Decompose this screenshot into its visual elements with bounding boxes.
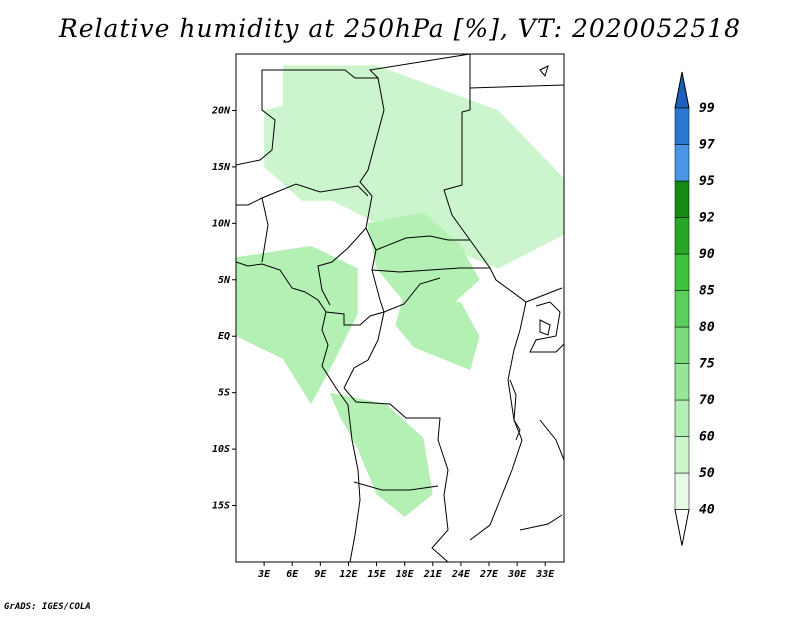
colorbar-segment (674, 217, 690, 255)
border-line (539, 419, 564, 461)
colorbar-segment (674, 144, 690, 182)
colorbar-label: 40 (699, 503, 715, 518)
border-line (469, 84, 564, 89)
coastline (539, 65, 549, 78)
lat-tick-label: 20N (211, 105, 231, 116)
border-line (371, 267, 490, 273)
lat-tick-label: EQ (218, 331, 230, 342)
humidity-region-4 (395, 291, 480, 371)
colorbar-label: 85 (699, 284, 715, 299)
humidity-region-3 (367, 212, 480, 314)
colorbar-label: 90 (699, 247, 715, 262)
colorbar-label: 50 (699, 466, 715, 481)
border-line (261, 183, 369, 199)
border-line (236, 54, 471, 166)
lon-tick-label: 15E (368, 569, 387, 580)
colorbar-segment (674, 107, 690, 145)
humidity-region-5 (264, 87, 368, 201)
country-borders (236, 54, 564, 562)
colorbar-segment (674, 363, 690, 401)
colorbar-top-arrow (674, 71, 690, 109)
lat-tick-label: 15S (212, 501, 230, 512)
lon-tick-label: 6E (286, 569, 299, 580)
border-line (519, 514, 563, 531)
map-frame (235, 53, 565, 563)
humidity-region-1 (236, 245, 358, 404)
coastline (236, 261, 361, 562)
latitude-axis: 20N 15N 10N 5N EQ 5S 10S 15S (211, 105, 236, 512)
lat-tick-label: 15N (212, 162, 231, 173)
colorbar-segment (674, 253, 690, 291)
grads-credit: GrADS: IGES/COLA (4, 602, 91, 612)
colorbar-label: 99 (699, 101, 715, 116)
border-line (325, 311, 385, 326)
map-title: Relative humidity at 250hPa [%], VT: 202… (58, 14, 742, 43)
lake-outline (539, 319, 551, 336)
colorbar-label: 60 (699, 430, 715, 445)
colorbar-segment (674, 436, 690, 474)
border-line (469, 301, 527, 541)
border-line (375, 235, 470, 251)
lon-tick-label: 33E (535, 569, 555, 580)
humidity-region-2 (329, 392, 433, 517)
colorbar-segment (674, 290, 690, 328)
colorbar-label: 92 (699, 211, 715, 226)
lon-tick-label: 27E (479, 569, 499, 580)
lat-tick-label: 5S (218, 388, 230, 399)
colorbar-bottom-arrow (674, 509, 690, 546)
border-line (353, 481, 439, 491)
humidity-fill-layer (236, 65, 564, 517)
lat-tick-label: 10S (212, 444, 230, 455)
lon-tick-label: 12E (339, 569, 358, 580)
border-line (443, 54, 563, 303)
border-line (383, 277, 441, 313)
lake-outline (509, 379, 521, 441)
border-line (317, 227, 367, 306)
colorbar: 40 50 60 70 75 80 85 90 92 95 97 99 (674, 71, 715, 546)
border-line (529, 301, 564, 353)
longitude-axis: 3E 6E 9E 12E 15E 18E 21E 24E 27E 30E 33E (257, 562, 555, 580)
colorbar-segment (674, 399, 690, 437)
lat-tick-label: 5N (218, 275, 231, 286)
colorbar-segment (674, 326, 690, 364)
colorbar-label: 97 (699, 138, 715, 153)
lon-tick-label: 9E (314, 569, 327, 580)
colorbar-label: 95 (699, 174, 715, 189)
lon-tick-label: 21E (423, 569, 443, 580)
border-line (343, 311, 385, 389)
border-line (343, 387, 449, 562)
lon-tick-label: 24E (451, 569, 471, 580)
lon-tick-label: 3E (257, 569, 271, 580)
colorbar-label: 70 (699, 393, 715, 408)
colorbar-label: 80 (699, 320, 715, 335)
colorbar-segment (674, 180, 690, 218)
border-line (236, 197, 269, 263)
lat-tick-label: 10N (212, 218, 231, 229)
lon-tick-label: 18E (396, 569, 415, 580)
colorbar-segment (674, 472, 690, 510)
border-line (359, 77, 385, 313)
colorbar-label: 75 (699, 357, 715, 372)
lon-tick-label: 30E (507, 569, 527, 580)
